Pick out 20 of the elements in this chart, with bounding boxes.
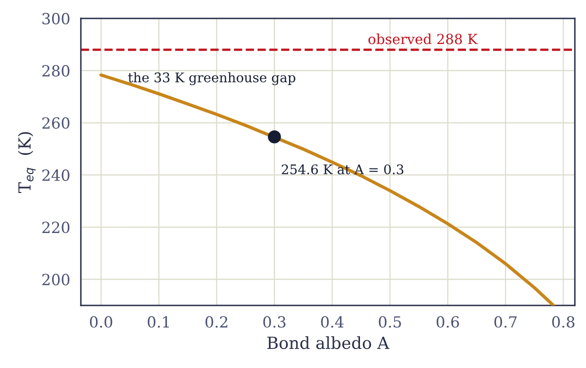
y-tick-label: 200 bbox=[42, 274, 70, 286]
y-tick-label: 260 bbox=[42, 117, 70, 129]
x-tick-label: 0.3 bbox=[263, 316, 286, 328]
x-tick-label: 0.2 bbox=[206, 316, 228, 328]
y-tick-label: 240 bbox=[42, 169, 70, 181]
annotation: the 33 K greenhouse gap bbox=[128, 72, 296, 86]
x-tick-label: 0.6 bbox=[436, 316, 459, 328]
ref-line-label: observed 288 K bbox=[368, 33, 478, 44]
x-tick-label: 0.7 bbox=[494, 316, 517, 328]
x-tick-label: 0.5 bbox=[378, 316, 401, 328]
y-tick-label: 220 bbox=[42, 222, 70, 234]
x-tick-label: 0.8 bbox=[552, 316, 574, 328]
line-series bbox=[99, 73, 556, 306]
x-tick-label: 0.4 bbox=[321, 316, 344, 328]
y-axis-title: T$_{eq}$ (K) bbox=[18, 132, 36, 194]
y-tick-label: 280 bbox=[42, 65, 70, 77]
y-tick-label: 300 bbox=[42, 12, 70, 24]
x-tick-label: 0.0 bbox=[90, 316, 112, 328]
x-axis-title: Bond albedo A bbox=[267, 336, 390, 350]
x-tick-label: 0.1 bbox=[148, 316, 169, 328]
